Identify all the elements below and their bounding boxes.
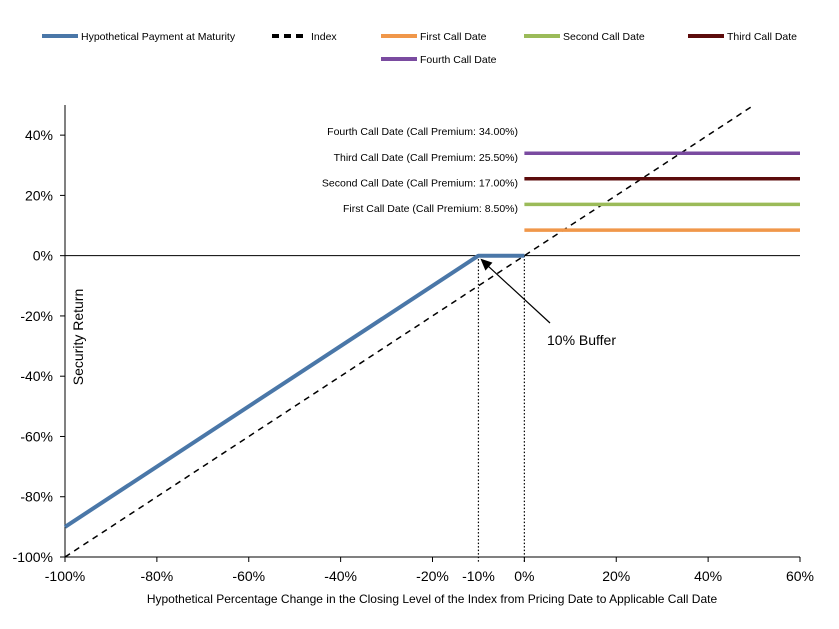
y-tick-label: -40%	[20, 368, 53, 384]
call-premium-annotation: Fourth Call Date (Call Premium: 34.00%)	[327, 126, 518, 138]
x-tick-label: 60%	[786, 568, 814, 584]
x-tick-label-buffer: -10%	[462, 568, 495, 584]
legend-label-fourth-call-date: Fourth Call Date	[420, 54, 497, 66]
call-premium-annotation: Second Call Date (Call Premium: 17.00%)	[322, 177, 518, 189]
buffer-arrow-head	[480, 258, 493, 271]
call-premium-annotation: First Call Date (Call Premium: 8.50%)	[343, 203, 518, 215]
y-tick-label: -100%	[13, 549, 53, 565]
y-tick-label: 40%	[25, 127, 53, 143]
legend-label-second-call-date: Second Call Date	[563, 31, 645, 43]
x-tick-label: -20%	[416, 568, 449, 584]
x-tick-label: -40%	[324, 568, 357, 584]
x-tick-label: 40%	[694, 568, 722, 584]
plot-area	[63, 104, 800, 563]
y-tick-label: -60%	[20, 428, 53, 444]
x-tick-label: 0%	[514, 568, 534, 584]
y-tick-label: -80%	[20, 489, 53, 505]
x-tick-label: 20%	[602, 568, 630, 584]
legend-label-third-call-date: Third Call Date	[727, 31, 797, 43]
series-line-index	[64, 104, 755, 558]
call-premium-annotation: Third Call Date (Call Premium: 25.50%)	[334, 152, 518, 164]
x-tick-label: -60%	[232, 568, 265, 584]
chart-labels: Fourth Call Date (Call Premium: 34.00%) T…	[70, 126, 717, 606]
x-axis-title: Hypothetical Percentage Change in the Cl…	[147, 592, 718, 606]
legend-label-hypothetical-payment-at-maturity: Hypothetical Payment at Maturity	[81, 31, 236, 43]
x-tick-label: -100%	[45, 568, 85, 584]
buffer-annotation-label: 10% Buffer	[547, 332, 616, 348]
y-tick-label: 0%	[33, 248, 53, 264]
y-tick-label: -20%	[20, 308, 53, 324]
legend-label-first-call-date: First Call Date	[420, 31, 487, 43]
legend: Hypothetical Payment at Maturity Index Fir…	[42, 31, 797, 66]
legend-label-index: Index	[311, 31, 337, 43]
y-tick-label: 20%	[25, 187, 53, 203]
x-tick-label: -80%	[141, 568, 174, 584]
axes: -100% -80% -60% -40% -20% 0% 20% 40% -100% -80% -6…	[13, 105, 814, 584]
series-line-hypothetical-payment-at-maturity	[63, 253, 525, 529]
y-axis-title: Security Return	[70, 289, 86, 385]
buffer-arrow-line	[484, 262, 551, 324]
